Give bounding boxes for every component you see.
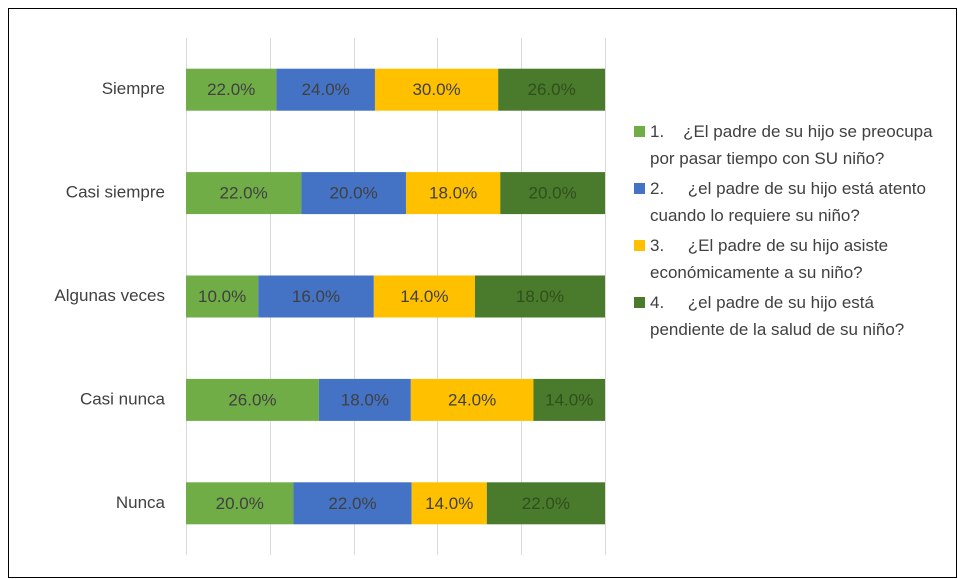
data-label: 24.0% [448, 390, 496, 409]
data-label: 14.0% [425, 494, 473, 513]
bar-segment [405, 172, 501, 215]
data-label: 18.0% [516, 287, 564, 306]
y-tick-label: Casi nunca [80, 389, 166, 408]
data-label: 26.0% [228, 390, 276, 409]
data-label: 10.0% [198, 287, 246, 306]
legend-item: 2. ¿el padre de su hijo está atento cuan… [634, 175, 952, 229]
bar-segment [411, 482, 487, 525]
data-label: 14.0% [545, 390, 593, 409]
bar-segment [533, 378, 605, 421]
bar-segment [498, 68, 605, 111]
data-label: 24.0% [302, 80, 350, 99]
data-label: 20.0% [216, 494, 264, 513]
data-label: 16.0% [292, 287, 340, 306]
bar-segment [276, 68, 375, 111]
data-label: 14.0% [400, 287, 448, 306]
bar-segment [301, 172, 406, 215]
data-label: 18.0% [341, 390, 389, 409]
data-label: 22.0% [220, 184, 268, 203]
legend-item: 1. ¿El padre de su hijo se preocupa por … [634, 118, 952, 172]
data-label: 26.0% [527, 80, 575, 99]
legend-label: 3. ¿El padre de su hijo asiste económica… [650, 236, 893, 282]
y-tick-label: Casi siempre [66, 183, 165, 202]
bar-segment [186, 68, 277, 111]
data-label: 18.0% [429, 184, 477, 203]
legend-label: 1. ¿El padre de su hijo se preocupa por … [650, 122, 938, 168]
bar-segment [186, 172, 302, 215]
data-label: 22.0% [207, 80, 255, 99]
bar-segment [318, 378, 411, 421]
legend-swatch [634, 183, 645, 194]
bar-segment [486, 482, 605, 525]
bar-segment [293, 482, 412, 525]
legend-label: 2. ¿el padre de su hijo está atento cuan… [650, 179, 931, 225]
data-label: 22.0% [328, 494, 376, 513]
bar-segment [500, 172, 605, 215]
data-label: 22.0% [522, 494, 570, 513]
legend-item: 4. ¿el padre de su hijo está pendiente d… [634, 289, 952, 343]
bar-segment [186, 482, 294, 525]
bar-segment [186, 378, 319, 421]
legend-swatch [634, 240, 645, 251]
data-label: 20.0% [529, 184, 577, 203]
y-tick-label: Nunca [116, 493, 166, 512]
data-label: 30.0% [412, 80, 460, 99]
bar-segment [258, 275, 374, 318]
bar-segment [410, 378, 534, 421]
legend-swatch [634, 297, 645, 308]
legend: 1. ¿El padre de su hijo se preocupa por … [634, 118, 952, 346]
y-tick-label: Algunas veces [54, 286, 165, 305]
bar-segment [374, 68, 499, 111]
legend-item: 3. ¿El padre de su hijo asiste económica… [634, 232, 952, 286]
legend-label: 4. ¿el padre de su hijo está pendiente d… [650, 293, 905, 339]
data-label: 20.0% [329, 184, 377, 203]
bar-segment [373, 275, 475, 318]
legend-swatch [634, 126, 645, 137]
y-tick-label: Siempre [102, 79, 165, 98]
bar-segment [186, 275, 259, 318]
bar-segment [474, 275, 605, 318]
